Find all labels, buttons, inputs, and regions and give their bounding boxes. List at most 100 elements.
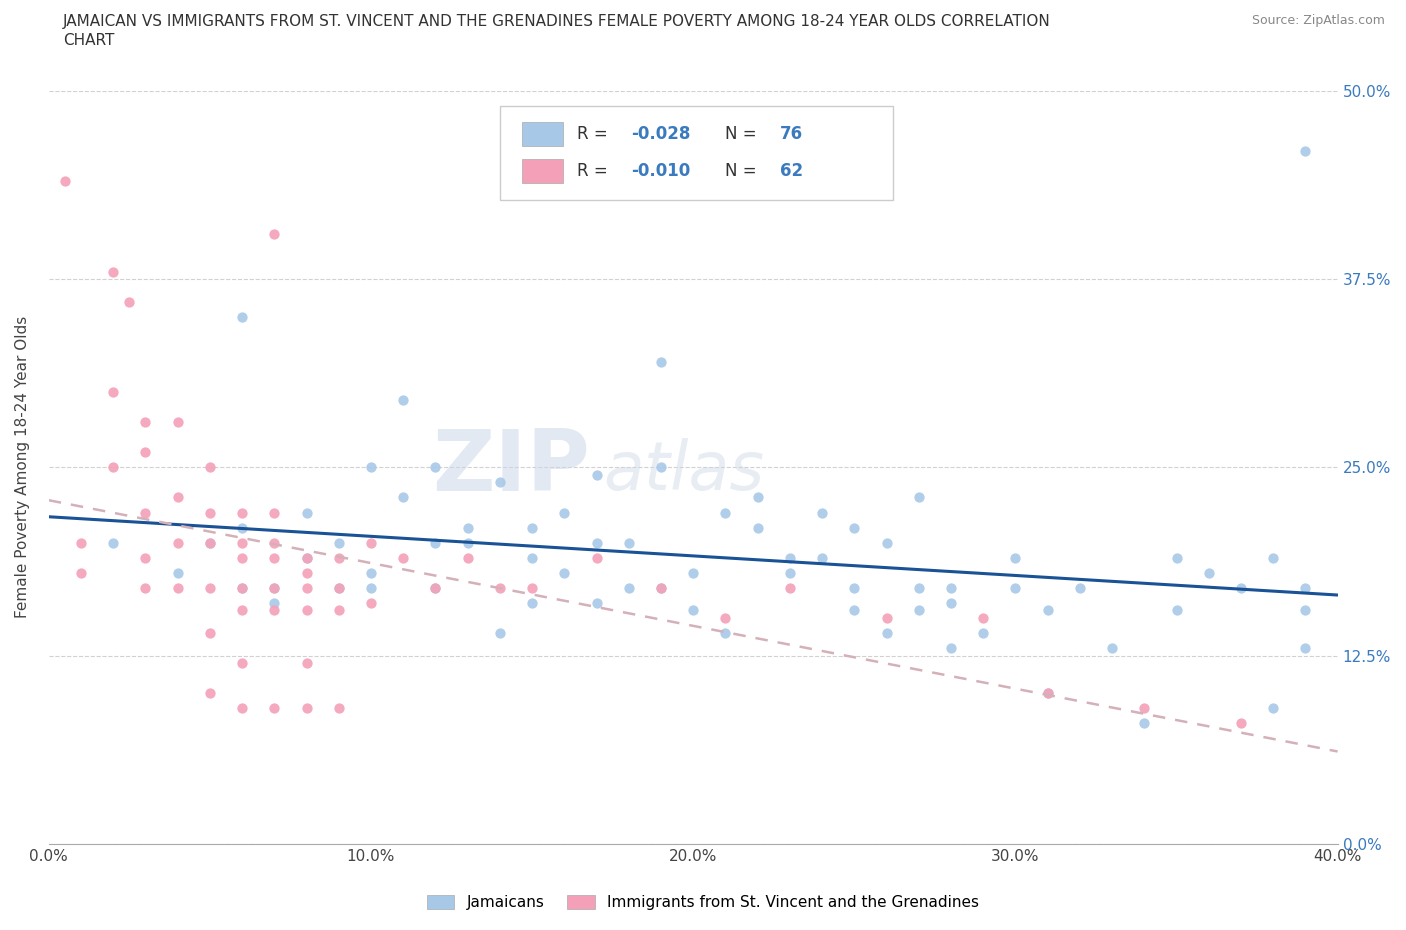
Point — [747, 520, 769, 535]
Point — [876, 536, 898, 551]
Point — [1133, 716, 1156, 731]
Point — [939, 595, 962, 610]
Point — [198, 626, 221, 641]
Point — [166, 536, 188, 551]
Point — [328, 536, 350, 551]
Text: R =: R = — [578, 126, 613, 143]
Point — [134, 580, 156, 595]
Point — [70, 536, 93, 551]
Text: JAMAICAN VS IMMIGRANTS FROM ST. VINCENT AND THE GRENADINES FEMALE POVERTY AMONG : JAMAICAN VS IMMIGRANTS FROM ST. VINCENT … — [63, 14, 1052, 29]
Point — [198, 686, 221, 701]
Point — [166, 580, 188, 595]
Point — [585, 551, 607, 565]
Point — [585, 468, 607, 483]
Point — [779, 580, 801, 595]
Point — [392, 490, 415, 505]
Point — [103, 385, 125, 400]
Point — [1004, 580, 1026, 595]
Point — [520, 595, 543, 610]
Point — [520, 580, 543, 595]
Point — [425, 460, 447, 475]
Text: N =: N = — [725, 126, 762, 143]
Point — [263, 595, 285, 610]
Y-axis label: Female Poverty Among 18-24 Year Olds: Female Poverty Among 18-24 Year Olds — [15, 316, 30, 618]
Point — [425, 580, 447, 595]
Point — [295, 580, 318, 595]
Point — [617, 536, 640, 551]
Point — [747, 490, 769, 505]
Point — [103, 264, 125, 279]
Point — [1294, 580, 1316, 595]
Point — [1294, 603, 1316, 618]
Point — [520, 520, 543, 535]
Point — [134, 505, 156, 520]
Point — [844, 520, 866, 535]
Point — [650, 580, 672, 595]
Text: 76: 76 — [779, 126, 803, 143]
Point — [1133, 701, 1156, 716]
Point — [134, 445, 156, 459]
Point — [231, 701, 253, 716]
Point — [263, 580, 285, 595]
Point — [682, 565, 704, 580]
Point — [231, 551, 253, 565]
Point — [714, 505, 737, 520]
Point — [714, 611, 737, 626]
Point — [263, 226, 285, 241]
Point — [682, 603, 704, 618]
Point — [425, 536, 447, 551]
Point — [118, 294, 141, 309]
Point — [231, 580, 253, 595]
Point — [553, 505, 575, 520]
Point — [425, 580, 447, 595]
Point — [972, 611, 994, 626]
Point — [457, 551, 479, 565]
Point — [198, 460, 221, 475]
Point — [198, 536, 221, 551]
Point — [1263, 551, 1285, 565]
Point — [457, 536, 479, 551]
Point — [585, 595, 607, 610]
Point — [650, 460, 672, 475]
Point — [231, 310, 253, 325]
Point — [1036, 686, 1059, 701]
Point — [907, 580, 929, 595]
Point — [328, 551, 350, 565]
Point — [392, 392, 415, 407]
Point — [295, 505, 318, 520]
Point — [939, 641, 962, 656]
Point — [295, 701, 318, 716]
Point — [263, 505, 285, 520]
Point — [1230, 716, 1253, 731]
Text: N =: N = — [725, 163, 762, 180]
Point — [134, 551, 156, 565]
Point — [263, 536, 285, 551]
Point — [876, 626, 898, 641]
Point — [231, 580, 253, 595]
Point — [779, 565, 801, 580]
Point — [1230, 580, 1253, 595]
Point — [360, 580, 382, 595]
Point — [1166, 603, 1188, 618]
Point — [53, 174, 76, 189]
Point — [166, 490, 188, 505]
Point — [457, 520, 479, 535]
Point — [263, 603, 285, 618]
Point — [489, 626, 512, 641]
Point — [714, 626, 737, 641]
Point — [263, 580, 285, 595]
Point — [1294, 641, 1316, 656]
Point — [392, 551, 415, 565]
Point — [1004, 551, 1026, 565]
FancyBboxPatch shape — [522, 123, 562, 147]
Point — [907, 490, 929, 505]
Point — [360, 595, 382, 610]
Point — [103, 460, 125, 475]
Point — [198, 536, 221, 551]
Text: R =: R = — [578, 163, 613, 180]
Point — [263, 551, 285, 565]
Point — [489, 475, 512, 490]
Point — [553, 565, 575, 580]
FancyBboxPatch shape — [522, 159, 562, 183]
Point — [231, 505, 253, 520]
